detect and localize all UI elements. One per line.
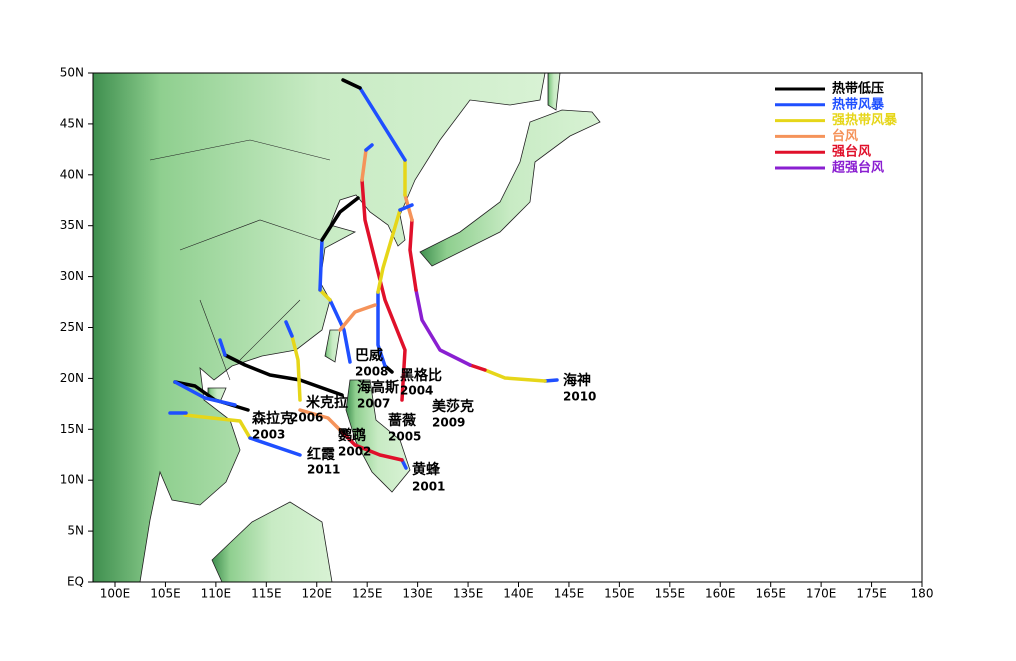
x-tick-label: 130E <box>402 587 433 601</box>
x-tick-label: 115E <box>251 587 282 601</box>
legend-label: 强热带风暴 <box>832 112 898 128</box>
track <box>223 353 344 397</box>
storm-name: 米克拉 <box>306 394 348 411</box>
y-tick-label: 35N <box>60 218 84 232</box>
x-tick-label: 170E <box>806 587 837 601</box>
storm-year: 2001 <box>412 480 445 494</box>
x-tick-label: 100E <box>100 587 131 601</box>
track <box>328 298 352 364</box>
storm-labels: 黄蜂 2001 鹦鹉 2002 森拉克 2003 黑格比 2004 蔷薇 200… <box>252 347 596 494</box>
storm-year: 2009 <box>432 416 465 430</box>
y-tick-label: 40N <box>60 167 84 181</box>
storm-name: 红霞 <box>307 446 336 463</box>
track <box>364 143 374 152</box>
legend-label: 台风 <box>832 128 858 144</box>
track <box>218 338 227 357</box>
legend-label: 超强台风 <box>832 160 884 176</box>
storm-year: 2002 <box>338 445 371 459</box>
y-tick-label: 50N <box>60 66 84 80</box>
track <box>318 238 324 292</box>
legend-label: 强台风 <box>832 144 871 160</box>
track <box>414 288 472 367</box>
x-tick-label: 175E <box>856 587 887 601</box>
x-tick-label: 105E <box>150 587 181 601</box>
storm-name: 海高斯 <box>357 379 399 396</box>
track <box>284 320 294 338</box>
track <box>318 288 332 302</box>
storm-name: 黄蜂 <box>412 461 441 478</box>
x-tick-label: 145E <box>554 587 585 601</box>
track <box>320 196 360 242</box>
x-tick-label: 150E <box>604 587 635 601</box>
y-tick-label: 20N <box>60 371 84 385</box>
track <box>483 368 547 383</box>
storm-year: 2004 <box>400 384 433 398</box>
storm-year: 2007 <box>357 397 390 411</box>
track <box>298 408 342 432</box>
track <box>338 428 404 462</box>
y-tick-label: 30N <box>60 269 84 283</box>
track <box>183 413 252 440</box>
storm-year: 2003 <box>252 428 285 442</box>
x-tick-label: 165E <box>755 587 786 601</box>
track <box>290 334 302 402</box>
typhoon-tracks <box>168 78 559 470</box>
x-tick-label: 125E <box>352 587 383 601</box>
y-tick-label: 25N <box>60 320 84 334</box>
storm-name: 黑格比 <box>400 367 442 384</box>
legend-label: 热带低压 <box>832 81 884 97</box>
storm-name: 海神 <box>563 372 591 389</box>
storm-name: 蔷薇 <box>388 412 416 429</box>
storm-name: 鹦鹉 <box>337 427 366 444</box>
y-tick-label: 10N <box>60 473 84 487</box>
x-tick-label: 140E <box>503 587 534 601</box>
track <box>468 363 487 372</box>
x-tick-label: 120E <box>302 587 333 601</box>
track <box>341 78 362 90</box>
storm-name: 巴威 <box>355 347 383 364</box>
storm-year: 2008 <box>355 365 388 379</box>
track <box>398 203 414 212</box>
storm-name: 美莎克 <box>432 398 474 415</box>
track <box>543 378 559 383</box>
storm-year: 2005 <box>388 430 421 444</box>
legend-label: 热带风暴 <box>832 96 885 112</box>
x-tick-label: 160E <box>705 587 736 601</box>
x-tick-label: 180 <box>911 587 934 601</box>
track <box>408 218 418 292</box>
storm-name: 森拉克 <box>252 410 294 427</box>
track <box>338 303 377 332</box>
x-tick-label: 155E <box>655 587 686 601</box>
y-tick-label: 45N <box>60 116 84 130</box>
track <box>376 290 387 368</box>
y-tick-label: 15N <box>60 422 84 436</box>
storm-year: 2010 <box>563 390 596 404</box>
track <box>360 148 368 182</box>
y-tick-label: 5N <box>67 524 84 538</box>
x-tick-label: 110E <box>201 587 232 601</box>
storm-year: 2011 <box>307 463 340 477</box>
storm-year: 2006 <box>290 411 323 425</box>
y-tick-label: EQ <box>67 575 84 589</box>
track <box>358 86 407 162</box>
track <box>376 208 402 294</box>
track <box>173 380 237 407</box>
track <box>248 436 302 457</box>
x-tick-label: 135E <box>453 587 484 601</box>
land <box>93 73 601 582</box>
